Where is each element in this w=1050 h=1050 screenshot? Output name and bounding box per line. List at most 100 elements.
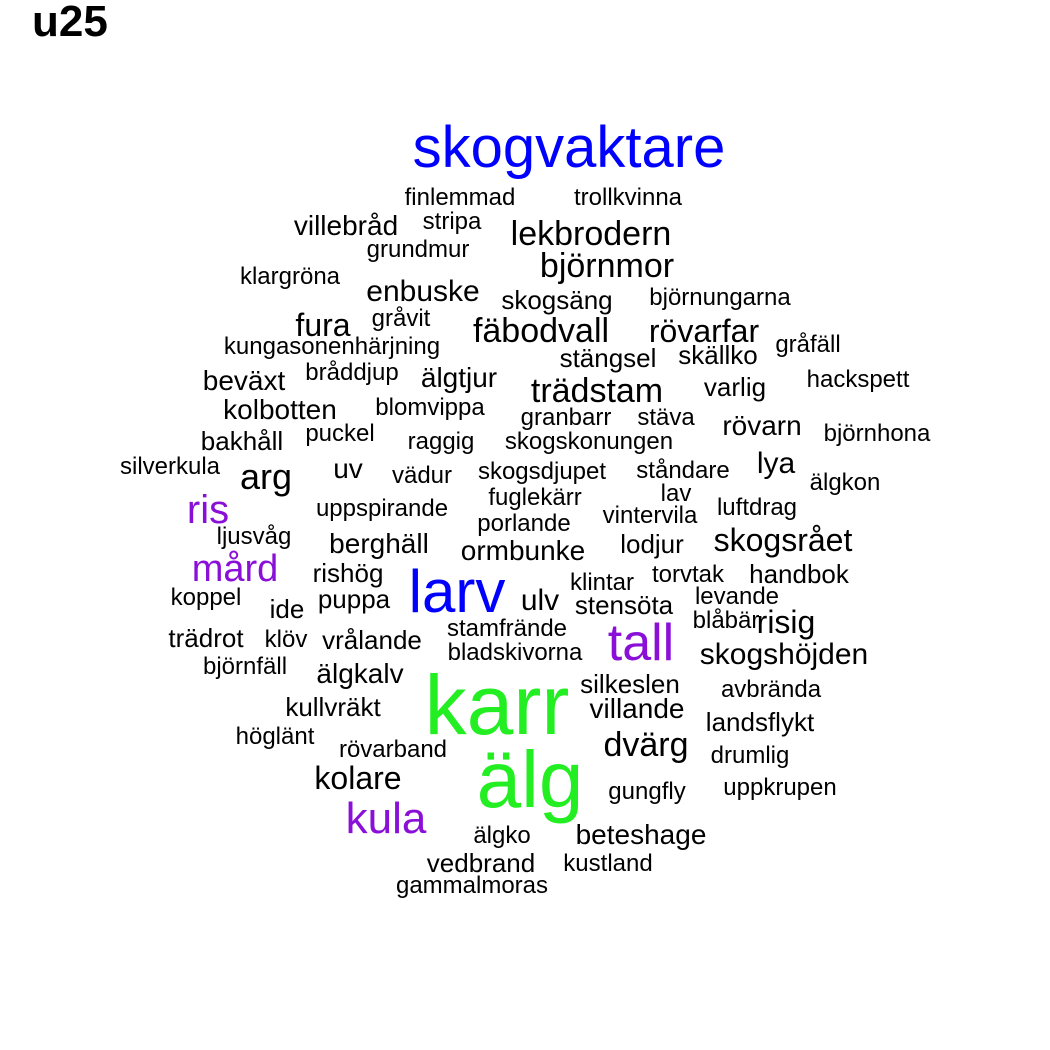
cloud-word: villebråd — [293, 210, 399, 241]
cloud-word: beväxt — [202, 365, 286, 396]
cloud-word: björnungarna — [649, 284, 791, 311]
cloud-word: stripa — [422, 208, 482, 235]
cloud-word: raggig — [407, 428, 475, 455]
cloud-word: kula — [345, 794, 427, 843]
cloud-word: kolare — [314, 760, 402, 796]
cloud-word: bråddjup — [305, 359, 399, 386]
cloud-word: rövarfar — [648, 313, 760, 349]
cloud-word: gråfäll — [775, 331, 841, 358]
cloud-word: villande — [589, 693, 685, 724]
cloud-word: björnmor — [539, 247, 675, 285]
cloud-word: fäbodvall — [472, 312, 610, 350]
cloud-word: älgkalv — [316, 658, 404, 689]
cloud-word: skogsdjupet — [477, 458, 607, 485]
cloud-word: fura — [295, 307, 351, 343]
page-title: u25 — [32, 0, 108, 46]
cloud-word: vrålande — [322, 625, 422, 655]
cloud-word: kullvräkt — [285, 692, 381, 722]
cloud-word: luftdrag — [716, 494, 798, 521]
cloud-word: ris — [186, 488, 230, 532]
cloud-word: risig — [756, 604, 816, 640]
cloud-word: vintervila — [602, 502, 698, 529]
cloud-word: lekbrodern — [510, 215, 672, 253]
cloud-word: drumlig — [710, 742, 790, 769]
cloud-word: lav — [660, 480, 692, 507]
cloud-word: silkeslen — [580, 669, 680, 699]
cloud-word: ulv — [520, 584, 560, 617]
cloud-word: trollkvinna — [573, 184, 683, 211]
cloud-word: klöv — [264, 626, 308, 653]
cloud-word: kungasonenhärjning — [223, 333, 441, 360]
cloud-word: klintar — [569, 569, 635, 596]
cloud-word: bladskivorna — [447, 639, 583, 666]
cloud-word: trädrot — [168, 623, 244, 653]
cloud-word: uv — [333, 453, 363, 484]
cloud-word: gammalmoras — [395, 872, 549, 899]
cloud-word: stängsel — [559, 343, 657, 373]
cloud-word: varlig — [703, 372, 767, 402]
cloud-word: porlande — [477, 510, 571, 537]
cloud-word: skogshöjden — [699, 638, 869, 671]
cloud-word: rövarband — [338, 736, 448, 763]
cloud-word: beteshage — [575, 819, 707, 850]
cloud-word: älg — [476, 735, 584, 824]
cloud-word: puppa — [317, 584, 391, 614]
cloud-word: älgko — [473, 822, 531, 849]
cloud-word: trädstam — [530, 372, 664, 410]
cloud-word: koppel — [170, 584, 242, 611]
cloud-word: berghäll — [329, 528, 429, 559]
cloud-word: ståndare — [636, 457, 730, 484]
cloud-word: skogsäng — [501, 285, 613, 315]
cloud-word: hackspett — [806, 366, 910, 393]
cloud-word: tall — [607, 614, 675, 672]
cloud-word: älgtjur — [420, 362, 498, 393]
cloud-word: stensöta — [574, 590, 674, 620]
cloud-word: höglänt — [235, 723, 315, 750]
cloud-word: skogskonungen — [504, 428, 674, 455]
cloud-word: fuglekärr — [488, 484, 582, 511]
cloud-word: skällko — [678, 340, 758, 370]
cloud-word: mård — [191, 548, 279, 590]
cloud-word: gråvit — [371, 305, 431, 332]
cloud-word: stäva — [637, 404, 695, 431]
cloud-word: puckel — [305, 420, 375, 447]
cloud-word: silverkula — [119, 453, 221, 480]
cloud-word: karr — [424, 658, 570, 752]
cloud-word: bakhåll — [200, 426, 284, 456]
cloud-word: finlemmad — [404, 184, 516, 211]
cloud-word: rishög — [312, 558, 384, 588]
cloud-word: rövarn — [722, 410, 802, 441]
cloud-word: torvtak — [651, 561, 725, 588]
cloud-word: handbok — [749, 559, 849, 589]
cloud-word: arg — [239, 456, 293, 497]
cloud-word: grundmur — [366, 236, 470, 263]
cloud-word: landsflykt — [705, 707, 815, 737]
cloud-word: vädur — [391, 462, 453, 489]
cloud-word: ide — [269, 594, 305, 624]
cloud-word: ljusvåg — [216, 523, 292, 550]
cloud-word: blomvippa — [375, 394, 485, 421]
cloud-word: lodjur — [620, 529, 684, 559]
cloud-word: blåbär — [692, 607, 760, 634]
cloud-word: vedbrand — [426, 848, 536, 878]
cloud-word: stamfrände — [446, 615, 568, 642]
cloud-word: dvärg — [603, 726, 689, 764]
cloud-word: avbrända — [720, 676, 822, 703]
cloud-word: uppspirande — [315, 495, 449, 522]
cloud-word: skogsrået — [713, 522, 853, 558]
cloud-word: älgkon — [809, 469, 881, 496]
cloud-word: granbarr — [520, 404, 612, 431]
cloud-word: kustland — [563, 850, 653, 877]
cloud-word: björnfäll — [202, 653, 288, 680]
cloud-word: ormbunke — [460, 535, 586, 566]
cloud-word: larv — [408, 558, 506, 625]
cloud-word: gungfly — [608, 778, 686, 805]
cloud-word: lya — [756, 447, 796, 480]
cloud-word: björnhona — [823, 420, 931, 447]
cloud-word: enbuske — [366, 275, 480, 308]
cloud-word: kolbotten — [223, 394, 337, 425]
cloud-word: skogvaktare — [412, 115, 726, 180]
cloud-word: uppkrupen — [723, 774, 837, 801]
cloud-word: klargröna — [239, 263, 341, 290]
